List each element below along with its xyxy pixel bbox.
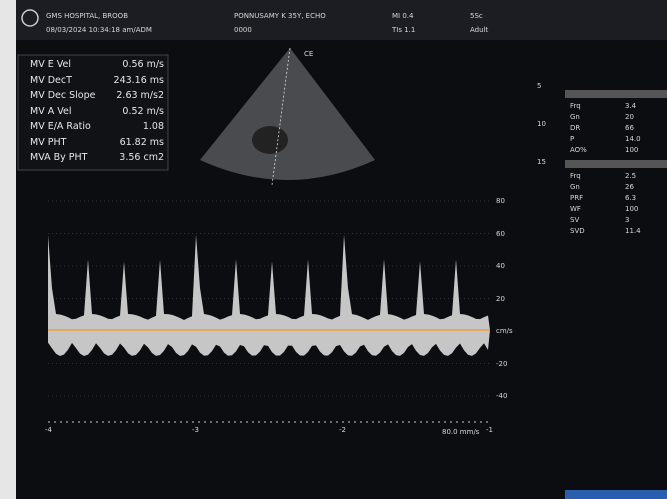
preset: Adult <box>470 26 489 34</box>
velocity-tick: -40 <box>496 392 508 400</box>
measurement-label: MV DecT <box>30 74 72 86</box>
patient: PONNUSAMY K 35Y, ECHO <box>234 12 326 20</box>
sector-label: CE <box>304 50 314 58</box>
param-label: WF <box>570 205 581 213</box>
tis: TIs 1.1 <box>392 26 416 34</box>
param-label: PRF <box>570 194 584 202</box>
measurement-value: 1.08 <box>142 121 164 132</box>
cursor-line <box>271 47 291 186</box>
param-value: 26 <box>625 183 634 191</box>
time-tick: -4 <box>45 426 52 434</box>
measurement-label: MVA By PHT <box>30 152 88 163</box>
param-value: 14.0 <box>625 135 641 143</box>
measurement-label: MV E Vel <box>30 59 71 70</box>
depth-tick: 5 <box>537 82 542 90</box>
velocity-tick: cm/s <box>496 327 513 335</box>
param-value: 6.3 <box>625 194 637 202</box>
status-bar <box>565 490 667 499</box>
time-tick: -2 <box>339 426 346 434</box>
measurement-value: 0.52 m/s <box>122 105 164 117</box>
param-value: 66 <box>625 124 634 132</box>
velocity-tick: 40 <box>496 262 505 270</box>
param-label: DR <box>570 124 581 132</box>
param-value: 100 <box>625 205 639 213</box>
param-label: P <box>570 135 575 143</box>
param-label: Frq <box>570 172 581 180</box>
mi: MI 0.4 <box>392 12 414 20</box>
param-value: 3.4 <box>625 102 637 110</box>
measurement-panel <box>17 54 169 171</box>
measurement-label: MV A Vel <box>30 105 72 117</box>
ge-logo <box>21 9 39 27</box>
hospital: GMS HOSPITAL, BROOB <box>46 12 128 20</box>
header-bar <box>0 0 667 40</box>
param-value: 11.4 <box>625 227 641 235</box>
param-label: SVD <box>570 227 585 235</box>
param-value: 20 <box>625 113 634 121</box>
patient-id: 0000 <box>234 26 252 34</box>
param-label: SV <box>570 216 580 224</box>
measurement-label: MV E/A Ratio <box>30 121 91 132</box>
sector-cavity <box>252 126 288 154</box>
param-value: 2.5 <box>625 172 637 180</box>
velocity-tick: 20 <box>496 294 505 303</box>
param-value: 100 <box>625 146 639 154</box>
velocity-tick: 60 <box>496 229 505 238</box>
measurement-label: MV Dec Slope <box>30 90 96 101</box>
time-tick: -3 <box>192 426 199 434</box>
left-edge <box>0 0 16 499</box>
measurement-value: 3.56 cm2 <box>119 152 164 163</box>
measurement-value: 2.63 m/s2 <box>116 90 164 101</box>
measurement-value: 243.16 ms <box>113 74 164 86</box>
param-label: Frq <box>570 102 581 110</box>
time-tick: -1 <box>486 426 493 434</box>
measurement-value: 0.56 m/s <box>122 59 164 70</box>
gridlines <box>48 200 490 397</box>
doppler-waveform <box>48 234 490 356</box>
param-label: Gn <box>570 113 580 121</box>
param-label: Gn <box>570 183 580 191</box>
measurement-value: 61.82 ms <box>119 136 164 148</box>
datetime: 08/03/2024 10:34:18 am/ADM <box>46 26 152 34</box>
sector-image <box>200 48 375 180</box>
depth-tick: 15 <box>537 158 546 166</box>
sweep-speed: 80.0 mm/s <box>442 428 480 436</box>
panel-separator <box>565 90 667 98</box>
velocity-tick: 80 <box>496 197 505 205</box>
param-label: AO% <box>570 146 587 154</box>
depth-tick: 10 <box>537 120 546 128</box>
probe: 5Sc <box>470 12 483 20</box>
velocity-tick: -20 <box>496 359 508 368</box>
panel-separator <box>565 160 667 168</box>
param-value: 3 <box>625 216 630 224</box>
measurement-label: MV PHT <box>30 136 67 148</box>
